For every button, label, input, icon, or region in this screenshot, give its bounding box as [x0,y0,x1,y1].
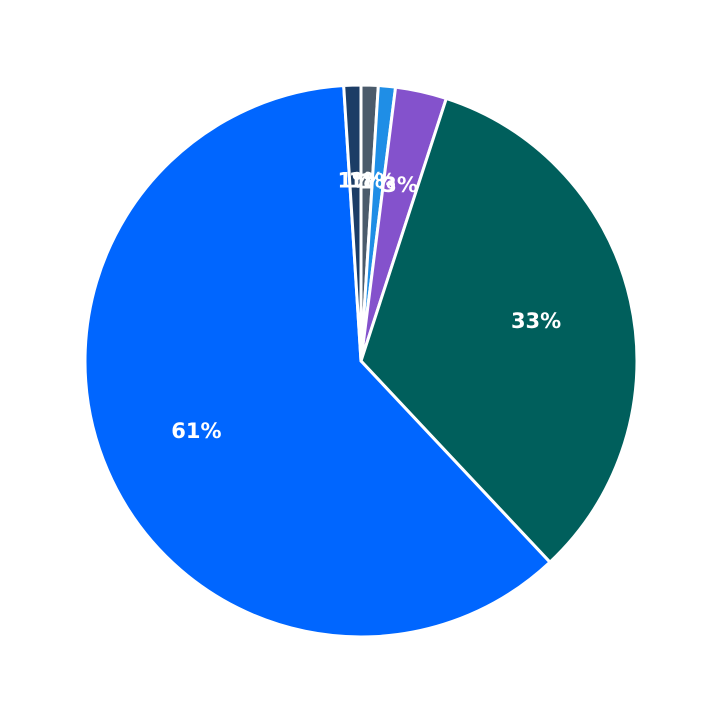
pie-slice [359,97,639,564]
slice-label: 1% [338,169,374,193]
pie-slice [83,84,552,639]
pie-slice [342,83,363,363]
slice-label: 61% [171,419,221,443]
slice-label: 1% [360,169,396,193]
slice-label: 3% [382,173,418,197]
slice-label: 1% [349,169,385,193]
slice-label: 33% [511,309,561,333]
